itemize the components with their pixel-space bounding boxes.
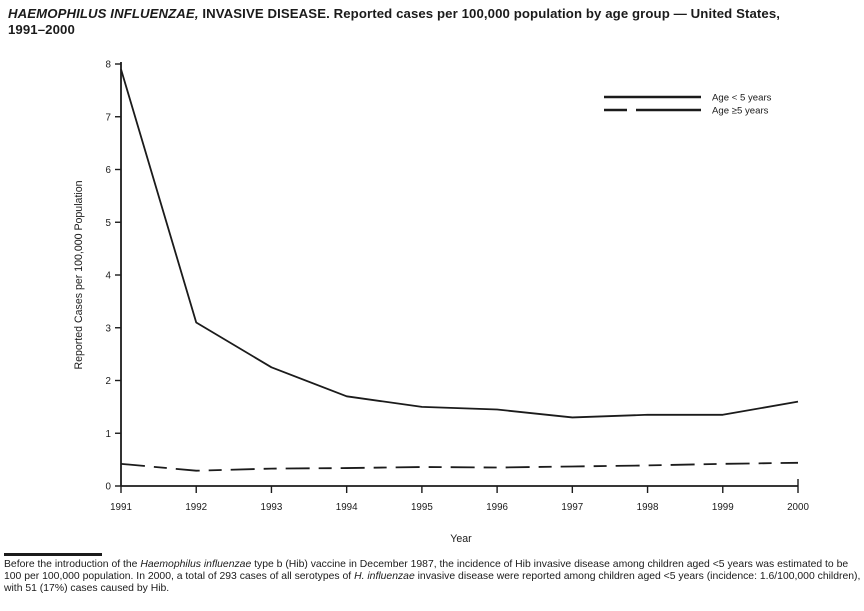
x-axis: 1991 1992 1993 1994 1995 1996 1997 1998 1999 2000 <box>110 479 809 513</box>
y-tick-label: 6 <box>106 165 112 176</box>
x-tick-label: 1998 <box>637 502 659 513</box>
footnote-segment-italic: Haemophilus influenzae <box>140 559 252 570</box>
figure-title-italic: HAEMOPHILUS INFLUENZAE, <box>8 6 199 21</box>
x-tick-label: 2000 <box>787 502 809 513</box>
y-axis: 0 1 2 3 4 5 6 7 8 <box>106 60 122 493</box>
x-tick-label: 1997 <box>561 502 583 513</box>
footnote-segment: invasive disease were reported among chi… <box>4 571 861 595</box>
x-tick-label: 1993 <box>261 502 283 513</box>
footnote-text: Before the introduction of the Haemophil… <box>4 559 862 596</box>
legend-label-5plus: Age ≥5 years <box>712 106 769 117</box>
y-tick-label: 1 <box>106 429 111 440</box>
y-tick-label: 0 <box>106 482 112 493</box>
footnote-segment: type b (Hib) vaccine in December 1987, t… <box>4 559 849 583</box>
y-tick-label: 4 <box>106 271 112 282</box>
footnote-segment: Before the introduction of the <box>4 559 141 570</box>
figure-title-line2: 1991–2000 <box>8 22 75 37</box>
x-tick-label: 1991 <box>110 502 132 513</box>
figure-title-rest: INVASIVE DISEASE. Reported cases per 100… <box>198 6 781 21</box>
footnote-segment-italic: H. influenzae <box>354 571 415 583</box>
y-tick-label: 8 <box>106 60 112 71</box>
legend-label-under5: Age < 5 years <box>712 93 772 104</box>
y-tick-label: 3 <box>106 323 112 334</box>
x-tick-label: 1992 <box>185 502 207 513</box>
figure-title: HAEMOPHILUS INFLUENZAE, INVASIVE DISEASE… <box>8 6 860 38</box>
legend: Age < 5 years Age ≥5 years <box>604 93 772 117</box>
series-line-age-under5 <box>120 69 799 419</box>
footnote: Before the introduction of the Haemophil… <box>4 553 862 596</box>
x-axis-title: Year <box>450 533 472 545</box>
series-line-age-5plus <box>120 461 799 472</box>
x-tick-label: 1994 <box>336 502 358 513</box>
y-tick-label: 2 <box>106 376 111 387</box>
x-tick-label: 1995 <box>411 502 433 513</box>
footnote-rule <box>4 553 102 556</box>
plot-series <box>120 69 799 472</box>
y-axis-title: Reported Cases per 100,000 Population <box>73 180 85 369</box>
figure-title-line1: HAEMOPHILUS INFLUENZAE, INVASIVE DISEASE… <box>8 6 860 22</box>
x-tick-label: 1996 <box>486 502 508 513</box>
y-tick-label: 5 <box>106 218 112 229</box>
y-tick-label: 7 <box>106 112 111 123</box>
x-tick-label: 1999 <box>712 502 734 513</box>
